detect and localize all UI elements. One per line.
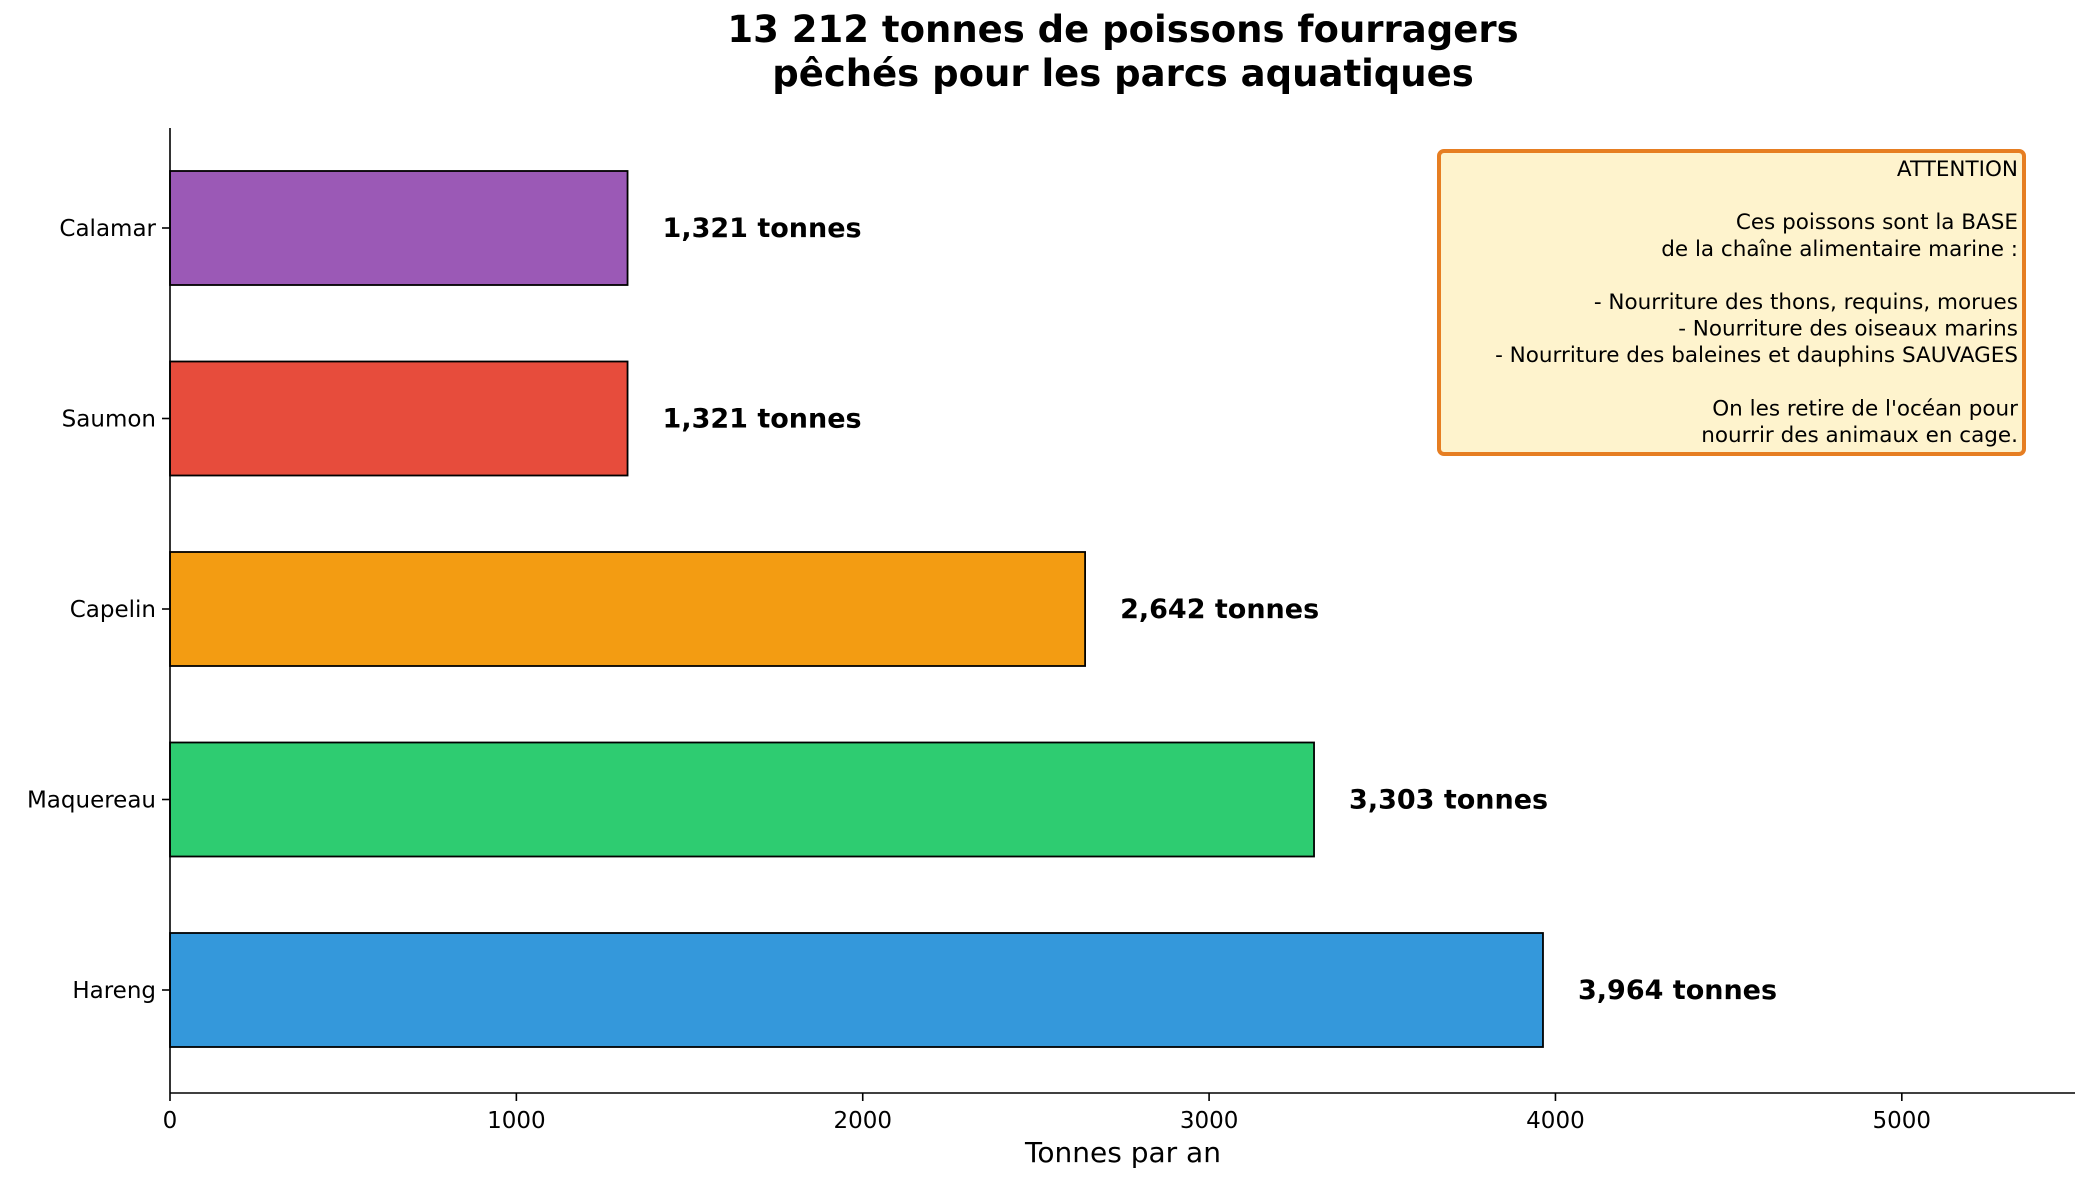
attention-box-line: - Nourriture des baleines et dauphins SA… — [1495, 343, 2018, 368]
bar-saumon — [169, 360, 629, 477]
x-axis-ticks: 0 1000 2000 3000 4000 5000 — [163, 1093, 1931, 1134]
y-tick-label-hareng: Hareng — [72, 978, 156, 1004]
bars: 3,964 tonnes 3,303 tonnes 2,642 tonnes 1,32… — [169, 170, 1777, 1048]
value-label-maquereau: 3,303 tonnes — [1349, 785, 1548, 816]
bar-hareng — [169, 932, 1544, 1048]
value-label-saumon: 1,321 tonnes — [663, 404, 862, 435]
attention-box-line: Ces poissons sont la BASE — [1736, 210, 2018, 235]
attention-box-line: - Nourriture des oiseaux marins — [1678, 317, 2018, 342]
x-tick-label: 2000 — [833, 1108, 892, 1134]
y-tick-label-calamar: Calamar — [59, 216, 156, 242]
attention-box-line: nourrir des animaux en cage. — [1701, 423, 2018, 448]
attention-box-line: On les retire de l'océan pour — [1712, 396, 2018, 421]
x-tick-label: 0 — [163, 1108, 178, 1134]
attention-box-line: ATTENTION — [1897, 157, 2018, 182]
bar-maquereau — [169, 741, 1315, 858]
x-tick-label: 4000 — [1526, 1108, 1585, 1134]
x-tick-label: 1000 — [487, 1108, 546, 1134]
y-tick-label-maquereau: Maquereau — [27, 788, 156, 814]
chart-title-line-1: 13 212 tonnes de poissons fourragers — [727, 8, 1518, 51]
y-axis-ticks: Hareng Maquereau Capelin Saumon Calamar — [27, 216, 170, 1004]
x-tick-label: 5000 — [1873, 1108, 1932, 1134]
y-tick-label-capelin: Capelin — [70, 597, 156, 623]
attention-box-frame — [1437, 149, 2026, 456]
y-tick-label-saumon: Saumon — [62, 407, 156, 433]
bar-capelin — [169, 551, 1086, 667]
chart-title: 13 212 tonnes de poissons fourragers pêc… — [727, 8, 1518, 95]
attention-box-line: de la chaîne alimentaire marine : — [1661, 237, 2018, 262]
axes — [169, 128, 2075, 1094]
bar-calamar — [169, 170, 629, 286]
x-tick-label: 3000 — [1180, 1108, 1239, 1134]
value-label-hareng: 3,964 tonnes — [1578, 975, 1777, 1006]
value-label-capelin: 2,642 tonnes — [1120, 594, 1319, 625]
value-label-calamar: 1,321 tonnes — [663, 213, 862, 244]
attention-box-line: - Nourriture des thons, requins, morues — [1594, 290, 2018, 315]
x-axis-label: Tonnes par an — [1024, 1136, 1221, 1169]
chart-title-line-2: pêchés pour les parcs aquatiques — [772, 52, 1474, 95]
